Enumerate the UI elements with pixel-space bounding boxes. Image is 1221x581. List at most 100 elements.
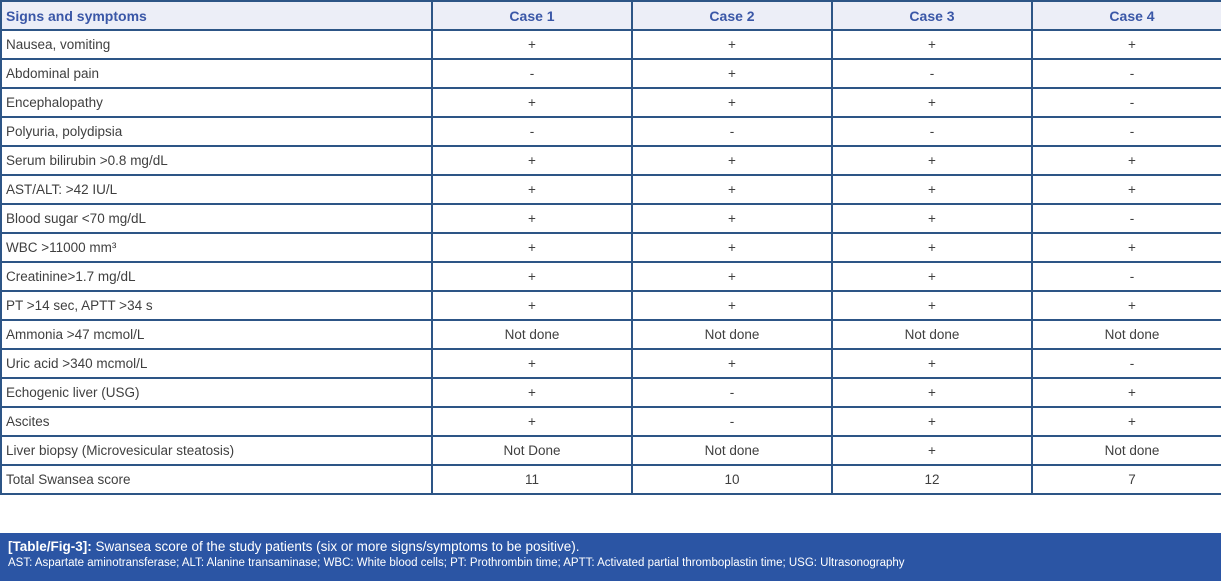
case4-value: + [1031,377,1221,408]
row-label: Nausea, vomiting [0,29,433,60]
table-row: Uric acid >340 mcmol/L + + + - [0,348,1221,379]
table-row: Polyuria, polydipsia - - - - [0,116,1221,147]
case3-value: + [831,348,1033,379]
case1-value: + [431,87,633,118]
case2-value: + [631,29,833,60]
case1-value: + [431,261,633,292]
case3-value: + [831,145,1033,176]
caption-abbreviations: AST: Aspartate aminotransferase; ALT: Al… [8,556,905,569]
row-label: PT >14 sec, APTT >34 s [0,290,433,321]
case3-value: + [831,232,1033,263]
case4-value: Not done [1031,435,1221,466]
case3-value: + [831,377,1033,408]
table-row: Ammonia >47 mcmol/L Not done Not done No… [0,319,1221,350]
case4-value: + [1031,406,1221,437]
case3-value: 12 [831,464,1033,495]
table-row: Blood sugar <70 mg/dL + + + - [0,203,1221,234]
case3-value: + [831,406,1033,437]
case2-value: Not done [631,319,833,350]
case3-value: - [831,58,1033,89]
table-row: Ascites + - + + [0,406,1221,437]
table-row: Abdominal pain - + - - [0,58,1221,89]
case2-value: 10 [631,464,833,495]
case3-value: + [831,87,1033,118]
case4-value: Not done [1031,319,1221,350]
case1-value: + [431,29,633,60]
column-header-case3: Case 3 [831,0,1033,31]
case4-value: - [1031,58,1221,89]
case1-value: + [431,232,633,263]
case1-value: + [431,290,633,321]
case4-value: - [1031,261,1221,292]
table-row: Liver biopsy (Microvesicular steatosis) … [0,435,1221,466]
case1-value: Not done [431,319,633,350]
case2-value: Not done [631,435,833,466]
case3-value: + [831,261,1033,292]
caption-figure-tag: [Table/Fig-3]: [8,539,92,554]
case3-value: - [831,116,1033,147]
row-label: Encephalopathy [0,87,433,118]
row-label: Ascites [0,406,433,437]
row-label: Polyuria, polydipsia [0,116,433,147]
row-label: Blood sugar <70 mg/dL [0,203,433,234]
column-header-case4: Case 4 [1031,0,1221,31]
case4-value: + [1031,174,1221,205]
case4-value: + [1031,145,1221,176]
table-header: Signs and symptoms Case 1 Case 2 Case 3 … [0,0,1221,31]
table-row: Nausea, vomiting + + + + [0,29,1221,60]
row-label: Total Swansea score [0,464,433,495]
case2-value: + [631,348,833,379]
case1-value: - [431,116,633,147]
case3-value: Not done [831,319,1033,350]
table-row: Creatinine>1.7 mg/dL + + + - [0,261,1221,292]
case2-value: + [631,174,833,205]
case3-value: + [831,29,1033,60]
case3-value: + [831,435,1033,466]
table-row: Serum bilirubin >0.8 mg/dL + + + + [0,145,1221,176]
caption-title: [Table/Fig-3]: Swansea score of the stud… [8,538,1221,556]
case1-value: + [431,377,633,408]
table-row: Encephalopathy + + + - [0,87,1221,118]
case2-value: + [631,87,833,118]
case2-value: + [631,261,833,292]
case4-value: + [1031,290,1221,321]
case4-value: + [1031,232,1221,263]
case4-value: - [1031,348,1221,379]
column-header-case2: Case 2 [631,0,833,31]
header-row: Signs and symptoms Case 1 Case 2 Case 3 … [0,0,1221,31]
case4-value: - [1031,116,1221,147]
case2-value: + [631,145,833,176]
case1-value: + [431,174,633,205]
table-row: Total Swansea score 11 10 12 7 [0,464,1221,495]
table-row: Echogenic liver (USG) + - + + [0,377,1221,408]
row-label: Uric acid >340 mcmol/L [0,348,433,379]
case2-value: + [631,203,833,234]
case2-value: + [631,58,833,89]
case2-value: + [631,290,833,321]
case1-value: + [431,203,633,234]
column-header-case1: Case 1 [431,0,633,31]
table-row: AST/ALT: >42 IU/L + + + + [0,174,1221,205]
row-label: Serum bilirubin >0.8 mg/dL [0,145,433,176]
row-label: Creatinine>1.7 mg/dL [0,261,433,292]
case4-value: - [1031,87,1221,118]
case3-value: + [831,203,1033,234]
row-label: Ammonia >47 mcmol/L [0,319,433,350]
row-label: AST/ALT: >42 IU/L [0,174,433,205]
table-row: WBC >11000 mm³ + + + + [0,232,1221,263]
row-label: Abdominal pain [0,58,433,89]
case2-value: + [631,232,833,263]
case4-value: - [1031,203,1221,234]
column-header-signs: Signs and symptoms [0,0,433,31]
case1-value: + [431,145,633,176]
table-body: Nausea, vomiting + + + + Abdominal pain … [0,29,1221,495]
row-label: Echogenic liver (USG) [0,377,433,408]
row-label: Liver biopsy (Microvesicular steatosis) [0,435,433,466]
swansea-score-table: Signs and symptoms Case 1 Case 2 Case 3 … [0,0,1221,495]
case2-value: - [631,377,833,408]
case2-value: - [631,406,833,437]
case2-value: - [631,116,833,147]
case1-value: + [431,406,633,437]
case1-value: 11 [431,464,633,495]
